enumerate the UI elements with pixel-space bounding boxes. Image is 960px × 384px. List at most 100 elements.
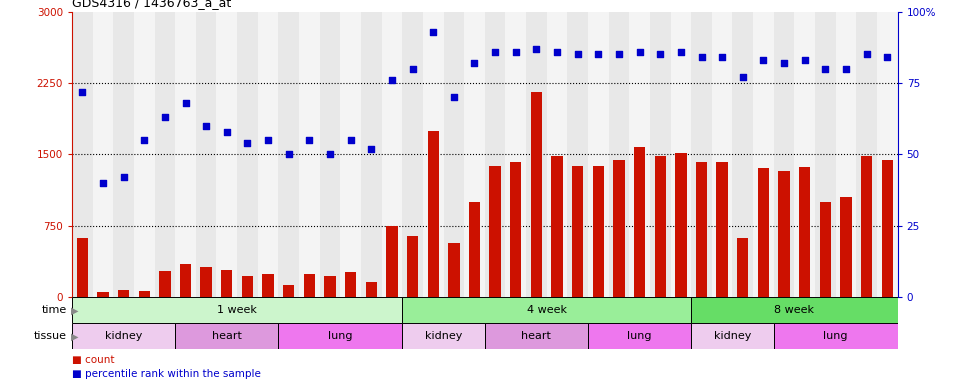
Bar bbox=[175, 323, 278, 349]
Text: time: time bbox=[42, 305, 67, 315]
Bar bbox=[361, 12, 381, 297]
Bar bbox=[196, 12, 217, 297]
Bar bbox=[613, 160, 625, 297]
Bar bbox=[201, 267, 212, 297]
Bar bbox=[324, 276, 336, 297]
Bar bbox=[757, 168, 769, 297]
Bar bbox=[820, 202, 831, 297]
Point bbox=[714, 54, 730, 60]
Bar bbox=[77, 238, 88, 297]
Bar bbox=[696, 162, 708, 297]
Bar bbox=[547, 12, 567, 297]
Bar bbox=[216, 12, 237, 297]
Bar bbox=[691, 12, 712, 297]
Bar bbox=[340, 12, 361, 297]
Point bbox=[570, 51, 586, 58]
Point bbox=[797, 57, 812, 63]
Point bbox=[178, 100, 193, 106]
Bar bbox=[691, 323, 774, 349]
Bar bbox=[155, 12, 175, 297]
Bar bbox=[278, 323, 402, 349]
Bar bbox=[407, 236, 419, 297]
Point bbox=[95, 180, 110, 186]
Point bbox=[879, 54, 895, 60]
Bar bbox=[716, 162, 728, 297]
Bar bbox=[278, 12, 299, 297]
Point bbox=[240, 140, 255, 146]
Text: kidney: kidney bbox=[425, 331, 462, 341]
Point bbox=[488, 48, 503, 55]
Bar bbox=[465, 12, 485, 297]
Bar bbox=[510, 162, 521, 297]
Point bbox=[735, 74, 751, 80]
Bar bbox=[609, 12, 630, 297]
Bar bbox=[257, 12, 278, 297]
Point bbox=[136, 137, 152, 143]
Point bbox=[612, 51, 627, 58]
Bar bbox=[856, 12, 876, 297]
Bar bbox=[180, 264, 191, 297]
Bar bbox=[505, 12, 526, 297]
Text: 8 week: 8 week bbox=[775, 305, 814, 315]
Bar bbox=[159, 271, 171, 297]
Bar bbox=[345, 273, 356, 297]
Point bbox=[508, 48, 523, 55]
Text: ▶: ▶ bbox=[71, 331, 79, 341]
Point bbox=[859, 51, 875, 58]
Bar bbox=[711, 12, 732, 297]
Bar bbox=[815, 12, 835, 297]
Bar bbox=[299, 12, 320, 297]
Bar bbox=[72, 12, 92, 297]
Bar bbox=[774, 323, 898, 349]
Bar bbox=[634, 147, 645, 297]
Bar bbox=[468, 202, 480, 297]
Bar bbox=[113, 12, 134, 297]
Bar bbox=[881, 160, 893, 297]
Bar bbox=[303, 274, 315, 297]
Bar bbox=[551, 156, 563, 297]
Bar bbox=[675, 154, 686, 297]
Point bbox=[549, 48, 564, 55]
Bar bbox=[402, 323, 485, 349]
Bar bbox=[754, 12, 774, 297]
Bar bbox=[175, 12, 196, 297]
Bar bbox=[840, 197, 852, 297]
Text: ▶: ▶ bbox=[71, 305, 79, 315]
Bar bbox=[572, 166, 584, 297]
Bar bbox=[402, 297, 691, 323]
Point bbox=[694, 54, 709, 60]
Bar bbox=[799, 167, 810, 297]
Point bbox=[425, 28, 441, 35]
Text: kidney: kidney bbox=[714, 331, 751, 341]
Bar bbox=[138, 291, 150, 297]
Point bbox=[838, 66, 853, 72]
Bar bbox=[237, 12, 257, 297]
Bar bbox=[485, 323, 588, 349]
Text: heart: heart bbox=[521, 331, 551, 341]
Bar bbox=[402, 12, 422, 297]
Point bbox=[673, 48, 688, 55]
Text: 4 week: 4 week bbox=[527, 305, 566, 315]
Point bbox=[157, 114, 173, 120]
Bar bbox=[835, 12, 856, 297]
Bar bbox=[262, 274, 274, 297]
Bar bbox=[691, 297, 898, 323]
Bar bbox=[382, 12, 402, 297]
Bar bbox=[588, 12, 609, 297]
Point bbox=[384, 77, 399, 83]
Bar bbox=[630, 12, 650, 297]
Text: tissue: tissue bbox=[35, 331, 67, 341]
Bar bbox=[422, 12, 444, 297]
Bar bbox=[386, 226, 397, 297]
Point bbox=[756, 57, 771, 63]
Bar bbox=[92, 12, 113, 297]
Text: lung: lung bbox=[627, 331, 652, 341]
Bar bbox=[588, 323, 691, 349]
Text: kidney: kidney bbox=[105, 331, 142, 341]
Bar bbox=[795, 12, 815, 297]
Bar bbox=[97, 292, 108, 297]
Bar bbox=[877, 12, 898, 297]
Bar bbox=[72, 323, 175, 349]
Bar bbox=[427, 131, 439, 297]
Text: lung: lung bbox=[824, 331, 848, 341]
